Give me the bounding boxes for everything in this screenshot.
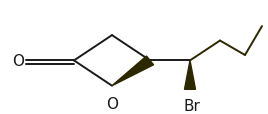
Polygon shape bbox=[112, 57, 154, 86]
Polygon shape bbox=[184, 61, 195, 89]
Text: Br: Br bbox=[184, 98, 200, 113]
Text: O: O bbox=[12, 53, 24, 68]
Text: O: O bbox=[106, 96, 118, 111]
